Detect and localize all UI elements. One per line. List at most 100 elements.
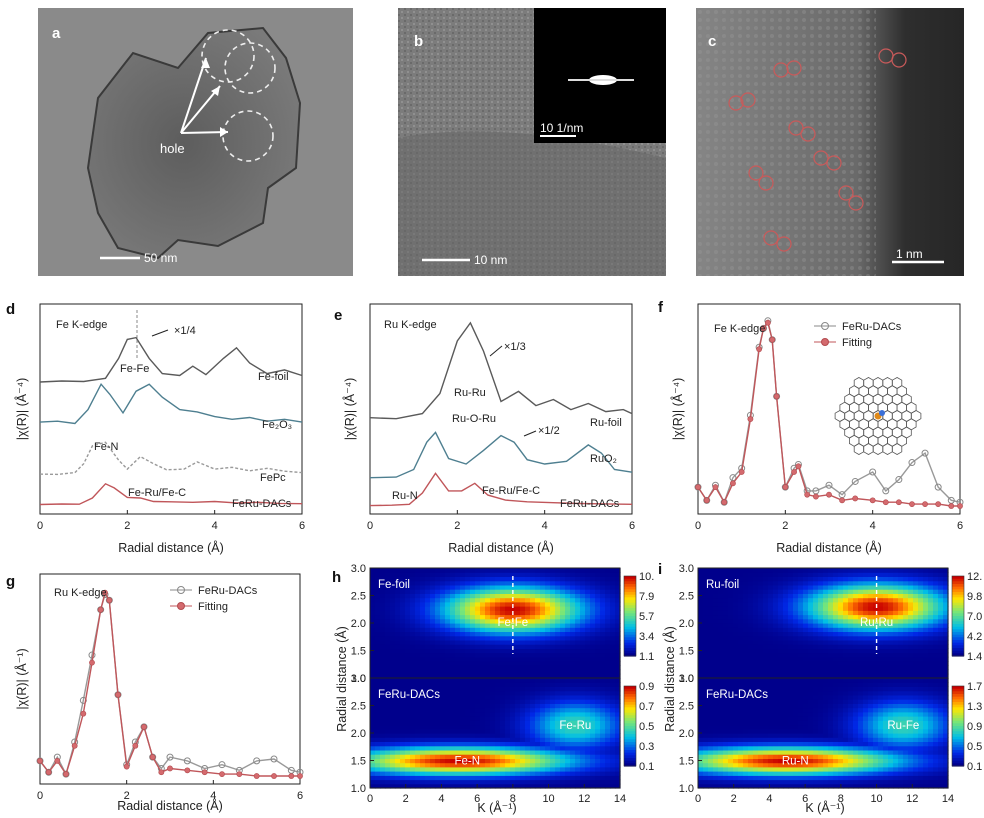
heatmap-cell (435, 766, 441, 772)
heatmap-cell (425, 669, 431, 675)
heatmap-cell (818, 631, 824, 637)
heatmap-cell (703, 694, 709, 700)
heatmap-cell (555, 754, 561, 759)
x-axis-label: Radial distance (Å) (118, 540, 224, 555)
heatmap-cell (450, 614, 456, 620)
heatmap-cell (938, 614, 944, 620)
heatmap-cell (545, 606, 551, 611)
heatmap-cell (410, 584, 416, 590)
heatmap-cell (753, 661, 759, 666)
heatmap-cell (595, 589, 601, 594)
heatmap-cell (928, 580, 934, 586)
heatmap-cell (565, 686, 571, 692)
heatmap-cell (798, 766, 804, 772)
heatmap-cell (793, 572, 799, 577)
heatmap-cell (450, 623, 456, 628)
heatmap-cell (515, 699, 521, 704)
heatmap-cell (793, 639, 799, 645)
heatmap-cell (510, 661, 516, 666)
heatmap-cell (385, 686, 391, 692)
heatmap-cell (525, 766, 531, 772)
heatmap-cell (430, 690, 436, 696)
heatmap-cell (450, 694, 456, 700)
heatmap-cell (908, 618, 914, 624)
heatmap-cell (903, 584, 909, 590)
heatmap-cell (540, 652, 546, 658)
heatmap-cell (713, 618, 719, 624)
heatmap-cell (783, 576, 789, 582)
heatmap-cell (495, 669, 501, 675)
heatmap-cell (878, 665, 884, 671)
heatmap-cell (813, 584, 819, 590)
heatmap-cell (913, 572, 919, 577)
heatmap-cell (405, 682, 411, 687)
heatmap-cell (923, 635, 929, 641)
heatmap-cell (540, 593, 546, 599)
heatmap-cell (470, 682, 476, 687)
heatmap-cell (585, 627, 591, 632)
heatmap-cell (460, 766, 466, 772)
heatmap-cell (863, 606, 869, 611)
heatmap-cell (570, 737, 576, 742)
heatmap-cell (500, 576, 506, 582)
heatmap-cell (605, 639, 611, 645)
heatmap-cell (590, 580, 596, 586)
heatmap-cell (395, 648, 401, 654)
heatmap-cell (490, 703, 496, 709)
heatmap-cell (858, 623, 864, 628)
heatmap-cell (863, 593, 869, 599)
heatmap-cell (475, 635, 481, 641)
heatmap-cell (595, 707, 601, 713)
heatmap-cell (375, 610, 381, 616)
heatmap-cell (813, 703, 819, 709)
heatmap-cell (480, 572, 486, 577)
heatmap-cell (540, 661, 546, 666)
heatmap-cell (738, 656, 744, 662)
heatmap-cell (440, 737, 446, 742)
heatmap-cell (565, 699, 571, 704)
heatmap-cell (480, 720, 486, 726)
heatmap-cell (768, 678, 774, 683)
heatmap-cell (425, 568, 431, 573)
heatmap-cell (743, 593, 749, 599)
heatmap-cell (490, 758, 496, 764)
heatmap-cell (510, 749, 516, 755)
heatmap-cell (420, 779, 426, 785)
heatmap-cell (813, 728, 819, 734)
heatmap-cell (828, 597, 834, 603)
heatmap-cell (748, 568, 754, 573)
heatmap-cell (450, 597, 456, 603)
heatmap-cell (605, 783, 611, 789)
heatmap-cell (445, 682, 451, 687)
heatmap-cell (605, 720, 611, 726)
heatmap-cell (923, 606, 929, 611)
heatmap-cell (708, 724, 714, 730)
heatmap-cell (773, 618, 779, 624)
heatmap-cell (833, 758, 839, 764)
heatmap-cell (385, 707, 391, 713)
heatmap-cell (778, 686, 784, 692)
heatmap-cell (435, 728, 441, 734)
heatmap-cell (943, 648, 949, 654)
heatmap-cell (425, 610, 431, 616)
heatmap-cell (933, 669, 939, 675)
heatmap-cell (743, 580, 749, 586)
heatmap-cell (813, 690, 819, 696)
heatmap-cell (728, 724, 734, 730)
heatmap-cell (818, 686, 824, 692)
heatmap-cell (918, 589, 924, 594)
heatmap-cell (390, 665, 396, 671)
heatmap-cell (728, 720, 734, 726)
heatmap-cell (595, 678, 601, 683)
heatmap-cell (585, 576, 591, 582)
heatmap-cell (500, 728, 506, 734)
heatmap-cell (410, 669, 416, 675)
heatmap-cell (808, 610, 814, 616)
heatmap-cell (798, 737, 804, 742)
heatmap-cell (470, 716, 476, 721)
heatmap-cell (520, 593, 526, 599)
heatmap-cell (420, 644, 426, 649)
heatmap-cell (738, 766, 744, 772)
colorbar-cell (624, 576, 636, 580)
heatmap-cell (803, 580, 809, 586)
